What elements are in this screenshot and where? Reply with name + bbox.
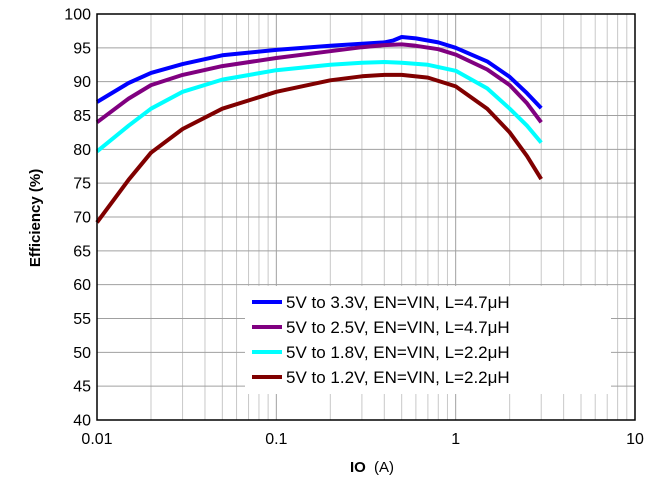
legend-box xyxy=(245,286,611,394)
x-axis-title: IO (A) xyxy=(350,459,394,476)
series-line-3 xyxy=(95,60,543,153)
y-tick-label: 45 xyxy=(73,379,91,396)
y-tick-label: 50 xyxy=(73,345,91,362)
legend-label: 5V to 3.3V, EN=VIN, L=4.7μH xyxy=(286,293,510,312)
x-tick-label: 10 xyxy=(626,431,644,448)
chart-tick-labels: 40 45 50 55 60 65 70 75 80 85 90 95 100 0.01 0.1 1 10 xyxy=(64,7,644,449)
y-tick-label: 90 xyxy=(73,74,91,91)
y-tick-label: 55 xyxy=(73,311,91,328)
y-tick-label: 65 xyxy=(73,243,91,260)
y-tick-label: 75 xyxy=(73,176,91,193)
y-tick-label: 85 xyxy=(73,108,91,125)
y-tick-label: 40 xyxy=(73,413,91,430)
y-tick-label: 95 xyxy=(73,40,91,57)
chart-legend: 5V to 3.3V, EN=VIN, L=4.7μH 5V to 2.5V, E… xyxy=(245,286,611,394)
legend-label: 5V to 1.2V, EN=VIN, L=2.2μH xyxy=(286,368,510,387)
legend-label: 5V to 2.5V, EN=VIN, L=4.7μH xyxy=(286,318,510,337)
y-tick-label: 80 xyxy=(73,142,91,159)
x-tick-label: 0.1 xyxy=(265,431,287,448)
y-tick-label: 60 xyxy=(73,277,91,294)
legend-label: 5V to 1.8V, EN=VIN, L=2.2μH xyxy=(286,343,510,362)
series-line-1 xyxy=(95,35,543,110)
y-tick-label: 100 xyxy=(64,7,91,24)
y-tick-label: 70 xyxy=(73,210,91,227)
x-tick-label: 0.01 xyxy=(81,431,112,448)
y-axis-title: Efficiency (%) xyxy=(27,169,44,267)
x-axis-title-unit: (A) xyxy=(374,459,394,476)
plot-frame xyxy=(96,13,636,421)
chart-series-lines xyxy=(95,35,543,224)
series-line-2 xyxy=(95,42,543,124)
x-axis-title-quantity: IO xyxy=(350,459,366,476)
series-line-4 xyxy=(95,72,543,224)
x-tick-label: 1 xyxy=(451,431,460,448)
